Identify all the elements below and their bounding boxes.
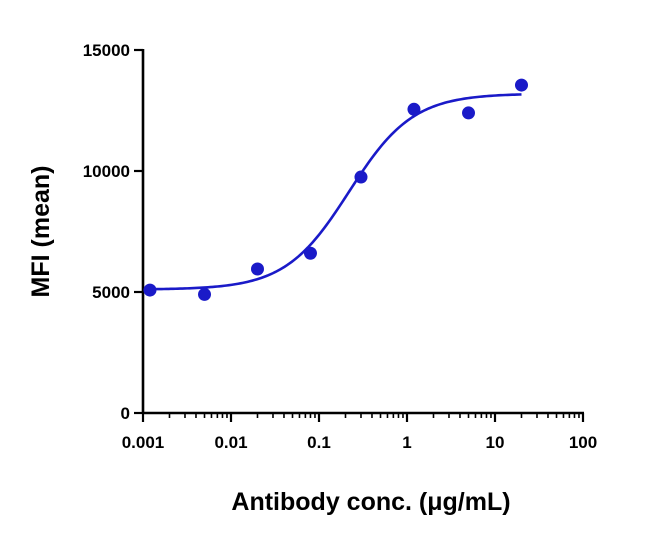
- x-tick-label: 0.001: [122, 433, 165, 452]
- y-axis-ticks: 0 5000 10000 15000: [83, 41, 143, 423]
- fit-curve-line: [149, 93, 522, 291]
- x-axis-ticks: 0.001 0.01 0.1 1 10 100: [122, 413, 597, 452]
- x-tick-label: 100: [569, 433, 597, 452]
- data-point: [303, 246, 317, 260]
- data-point: [354, 170, 368, 184]
- x-tick-label: 0.01: [214, 433, 247, 452]
- x-axis-title: Antibody conc. (μg/mL): [231, 488, 510, 516]
- data-points: [143, 78, 528, 301]
- y-tick-label: 5000: [92, 283, 130, 302]
- data-point: [143, 283, 157, 297]
- x-tick-label: 1: [402, 433, 411, 452]
- y-tick-label: 0: [121, 404, 130, 423]
- data-point: [514, 78, 528, 92]
- data-point: [198, 287, 212, 301]
- y-axis-title: MFI (mean): [27, 166, 55, 298]
- data-point: [407, 102, 421, 116]
- x-tick-label: 0.1: [307, 433, 331, 452]
- data-point: [462, 106, 476, 120]
- data-point: [250, 262, 264, 276]
- y-tick-label: 15000: [83, 41, 130, 60]
- x-tick-label: 10: [486, 433, 505, 452]
- y-tick-label: 10000: [83, 162, 130, 181]
